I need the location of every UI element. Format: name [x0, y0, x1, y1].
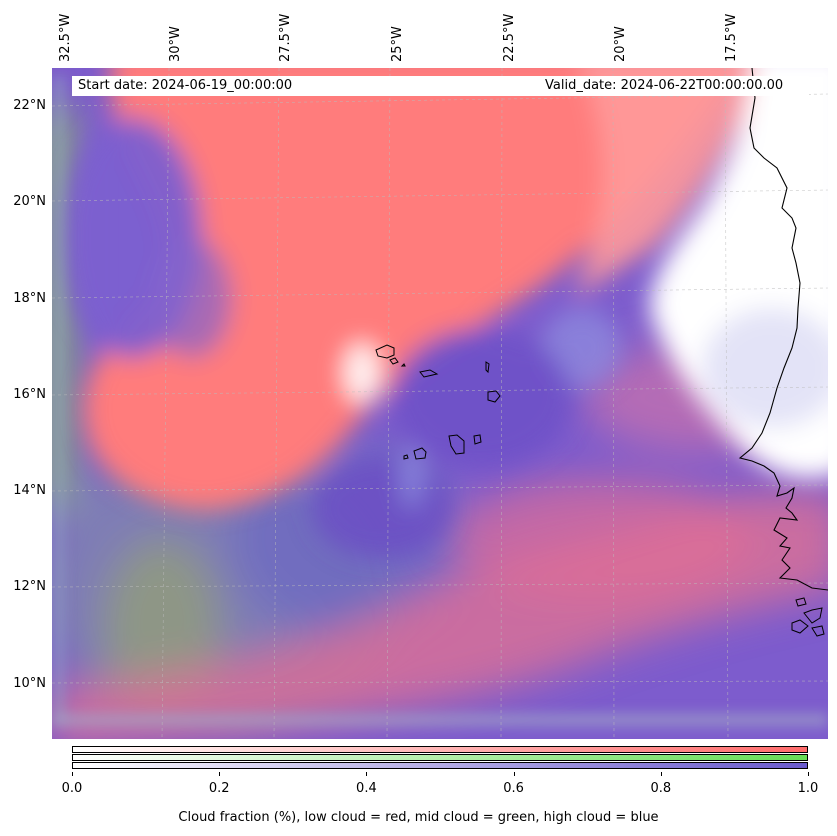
cloud-fraction-map [52, 68, 828, 739]
longitude-label: 32.5°W [58, 13, 73, 62]
longitude-label: 25°W [390, 26, 405, 62]
latitude-label: 20°N [13, 194, 46, 209]
colorbar-tick-label: 1.0 [797, 781, 819, 796]
colorbar-tick-mark [366, 772, 368, 776]
valid-date-label: Valid_date: 2024-06-22T00:00:00.00 [545, 78, 784, 93]
longitude-label: 30°W [168, 26, 183, 62]
colorbar-tick-mark [513, 772, 515, 776]
low-cloud-band [83, 68, 740, 510]
gridlines [52, 68, 828, 739]
colorbar-tick-mark [660, 772, 662, 776]
colorbar-high-cloud [72, 762, 808, 769]
start-date-label: Start date: 2024-06-19_00:00:00 [78, 78, 293, 93]
latitude-label: 22°N [13, 98, 46, 113]
colorbar-tick-mark [72, 772, 73, 776]
latitude-label: 12°N [13, 579, 46, 594]
longitude-label: 27.5°W [278, 13, 293, 62]
latitude-label: 10°N [13, 676, 46, 691]
longitude-label: 22.5°W [502, 13, 517, 62]
colorbar-tick-label: 0.2 [208, 781, 230, 796]
colorbar-tick-label: 0.6 [503, 781, 524, 796]
latitude-label: 14°N [13, 483, 46, 498]
longitude-label: 20°W [613, 26, 628, 62]
domain-edge [54, 76, 64, 726]
longitude-label: 17.5°W [724, 13, 739, 62]
cape-verde-islands [375, 344, 501, 460]
african-coastline [738, 68, 828, 591]
colorbar [72, 746, 808, 771]
latitude-label: 16°N [13, 387, 46, 402]
latitude-label: 18°N [13, 291, 46, 306]
colorbar-low-cloud [72, 746, 808, 753]
colorbar-mid-cloud [72, 754, 808, 761]
colorbar-tick-mark [808, 772, 809, 776]
colorbar-label: Cloud fraction (%), low cloud = red, mid… [178, 810, 659, 825]
colorbar-tick-label: 0.4 [356, 781, 377, 796]
info-box [72, 76, 809, 96]
colorbar-tick-mark [219, 772, 221, 776]
colorbar-tick-label: 0.0 [61, 781, 83, 796]
colorbar-tick-label: 0.8 [650, 781, 672, 796]
